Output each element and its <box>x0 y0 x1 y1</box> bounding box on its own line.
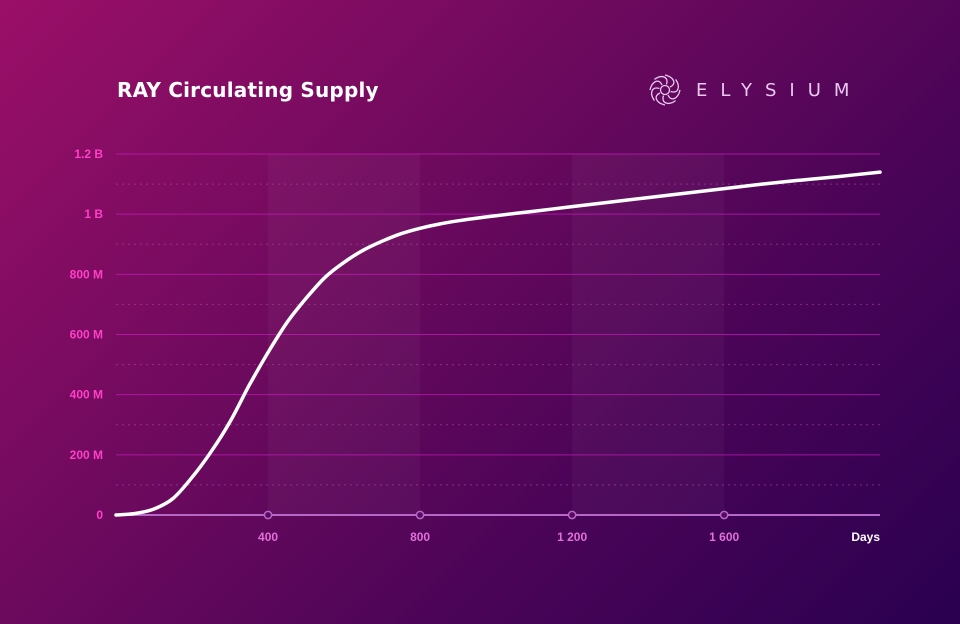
y-tick-label: 400 M <box>70 388 103 402</box>
x-tick-markers: 400 800 1 200 1 600 <box>258 510 739 544</box>
x-tick-label: 400 <box>258 530 278 544</box>
y-tick-label: 800 M <box>70 267 103 281</box>
y-tick-labels: 0 200 M 400 M 600 M 800 M 1 B 1.2 B <box>70 147 104 522</box>
y-tick-label: 200 M <box>70 448 103 462</box>
y-tick-label: 1 B <box>84 207 103 221</box>
brand-name: ELYSIUM <box>696 79 863 101</box>
x-axis-label: Days <box>851 530 880 544</box>
y-tick-label: 0 <box>96 508 103 522</box>
x-tick-marker <box>263 510 273 520</box>
brand-logo: ELYSIUM <box>648 72 862 108</box>
x-tick-marker <box>719 510 729 520</box>
y-tick-label: 600 M <box>70 328 103 342</box>
swirl-logo-icon <box>649 74 681 106</box>
x-tick-label: 1 200 <box>557 530 587 544</box>
series-line <box>114 170 882 517</box>
x-tick-marker <box>567 510 577 520</box>
y-tick-label: 1.2 B <box>74 147 103 161</box>
x-tick-label: 800 <box>410 530 430 544</box>
major-gridlines <box>116 153 880 456</box>
x-tick-marker <box>415 510 425 520</box>
x-tick-label: 1 600 <box>709 530 739 544</box>
chart-title: RAY Circulating Supply <box>117 78 379 102</box>
